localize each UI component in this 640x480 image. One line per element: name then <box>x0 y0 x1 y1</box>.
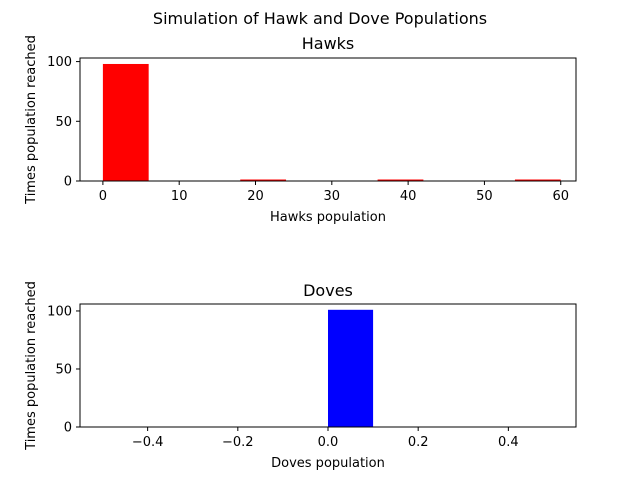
x-tick-label: 10 <box>171 189 188 204</box>
chart-panel-hawks: 0 10 20 30 40 50 60 0 50 100 Hawks Hawks population… <box>24 34 577 225</box>
chart-panels: 0 10 20 30 40 50 60 0 50 100 Hawks Hawks population… <box>24 34 577 471</box>
x-tick-label: 60 <box>552 189 569 204</box>
histogram-bar <box>240 179 287 181</box>
histogram-bar <box>377 179 424 181</box>
y-axis-label: Times population reached <box>24 35 39 205</box>
y-tick-label: 100 <box>47 55 72 70</box>
x-tick-label: 20 <box>247 189 264 204</box>
chart-title: Hawks <box>302 34 355 53</box>
axes-frame <box>79 57 577 182</box>
histogram-bar <box>102 63 149 181</box>
x-tick-label: 30 <box>324 189 341 204</box>
x-axis-label: Hawks population <box>270 210 386 225</box>
y-tick-label: 50 <box>55 115 72 130</box>
x-tick-label: 0.2 <box>408 435 429 450</box>
x-tick-label: 0 <box>99 189 107 204</box>
histogram-bar <box>328 309 374 427</box>
y-tick-label: 0 <box>64 175 72 190</box>
chart-title: Doves <box>303 281 353 300</box>
x-tick-label: 0.0 <box>318 435 339 450</box>
x-tick-label: −0.2 <box>222 435 254 450</box>
x-axis-label: Doves population <box>271 456 385 471</box>
figure-suptitle: Simulation of Hawk and Dove Populations <box>153 9 487 28</box>
x-tick-label: 0.4 <box>498 435 519 450</box>
histogram-bar <box>514 179 561 181</box>
y-tick-label: 50 <box>55 362 72 377</box>
y-axis-label: Times population reached <box>24 281 39 451</box>
x-tick-label: 50 <box>476 189 493 204</box>
y-tick-label: 100 <box>47 304 72 319</box>
x-tick-label: 40 <box>400 189 417 204</box>
chart-panel-doves: −0.4 −0.2 0.0 0.2 0.4 0 50 100 Doves Doves popula… <box>24 281 577 471</box>
x-tick-label: −0.4 <box>132 435 164 450</box>
y-tick-label: 0 <box>64 421 72 436</box>
